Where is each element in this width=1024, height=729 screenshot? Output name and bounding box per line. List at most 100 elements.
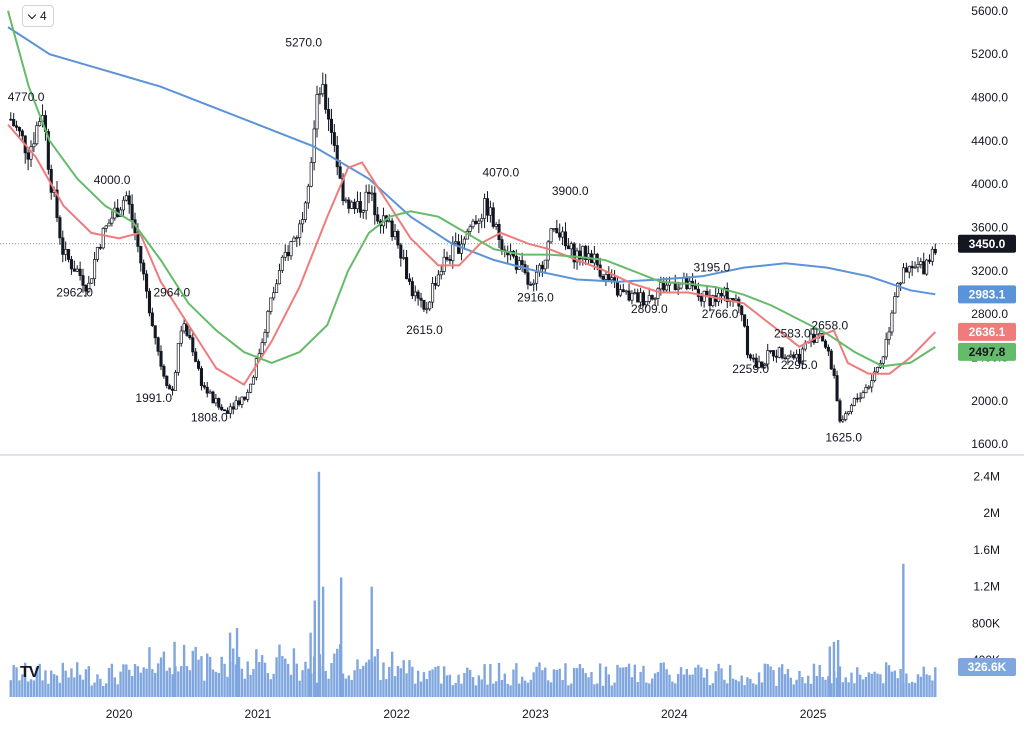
volume-bar [422,672,426,697]
volume-bar [769,666,772,697]
candle-body [751,357,755,360]
candle-body [376,214,380,222]
candle-body [795,353,799,359]
volume-bar [575,668,579,697]
price-annotation: 2916.0 [517,291,554,305]
volume-bar [275,657,278,697]
candle-body [745,325,750,356]
volume-bar [84,669,88,697]
volume-bar [570,683,573,697]
candle-body [477,220,481,224]
candle-body [179,330,183,344]
candle-body [841,419,845,422]
candle-body [766,350,770,365]
volume-bar [494,681,498,697]
candle-body [639,292,643,303]
volume-bar [561,679,564,697]
candle-body [211,391,215,404]
candle-body [740,305,744,316]
volume-bar [165,670,168,697]
volume-bar [775,685,778,697]
candle-body [246,391,250,400]
volume-bar [159,657,163,697]
volume-bar [659,662,663,697]
volume-bar [489,664,492,697]
volume-bar [50,670,53,697]
candle-body [327,109,331,120]
candle-body [147,290,152,314]
candle-body [849,405,854,413]
tradingview-logo-icon[interactable]: TV [20,664,39,681]
time-tick-label: 2024 [661,707,688,721]
volume-bar [792,684,795,697]
candle-body [223,409,227,412]
volume-bar [520,676,524,697]
volume-bar [630,677,634,697]
volume-bar [289,674,293,697]
volume-bar [263,662,267,697]
volume-bar [38,663,41,697]
volume-bar [682,674,686,697]
price-tick-label: 5600.0 [971,4,1008,18]
candle-body [624,290,628,293]
candle-body [818,333,822,336]
volume-bar [752,683,755,697]
volume-bar [402,660,405,697]
time-tick-label: 2022 [383,707,410,721]
volume-bar [789,677,793,697]
candle-body [104,225,108,229]
volume-bar [711,683,715,697]
candle-body [410,281,414,297]
volume-bar [795,679,798,697]
candle-body [309,162,313,187]
volume-bar [694,667,697,697]
price-tick-label: 2800.0 [971,307,1008,321]
candle-body [171,388,175,391]
candle-body [786,355,790,360]
candle-body [26,152,30,160]
volume-bar [211,669,215,697]
candle-body [621,289,625,292]
volume-bar [191,650,194,697]
volume-bar [246,661,249,697]
volume-bar [232,648,235,697]
volume-bar [737,681,741,697]
volume-bar [674,683,677,697]
price-tick-label: 4800.0 [971,91,1008,105]
candle-body [234,400,238,410]
candle-body [428,301,432,310]
volume-bar [685,668,689,697]
volume-bar [52,674,56,697]
volume-bar [714,671,717,697]
volume-bar [249,674,252,697]
volume-bar [812,663,816,697]
volume-bar [518,683,521,697]
volume-badge: 326.6K [968,660,1007,674]
volume-bar [367,659,371,697]
volume-bar [593,684,596,697]
volume-bar [442,666,446,697]
volume-badge-bg [958,657,1016,676]
candle-body [416,291,420,299]
price-tick-label: 5200.0 [971,47,1008,61]
candle-body [454,241,458,244]
price-tick-label: 3200.0 [971,264,1008,278]
volume-bar [428,670,431,697]
candle-body [711,295,715,306]
volume-bar [832,641,836,697]
volume-bar [486,684,489,697]
volume-bar [604,666,608,697]
volume-bar [364,662,368,697]
volume-bar [919,676,923,697]
price-annotation: 2809.0 [631,302,668,316]
candle-body [292,237,296,242]
candle-body [797,353,802,364]
volume-bar [122,664,125,697]
candle-body [491,207,495,227]
volume-tick-label: 1.2M [973,580,1000,594]
candle-body [338,166,342,179]
interval-selector[interactable]: 4 [22,5,54,27]
candle-body [55,189,59,218]
volume-bar [705,668,709,697]
